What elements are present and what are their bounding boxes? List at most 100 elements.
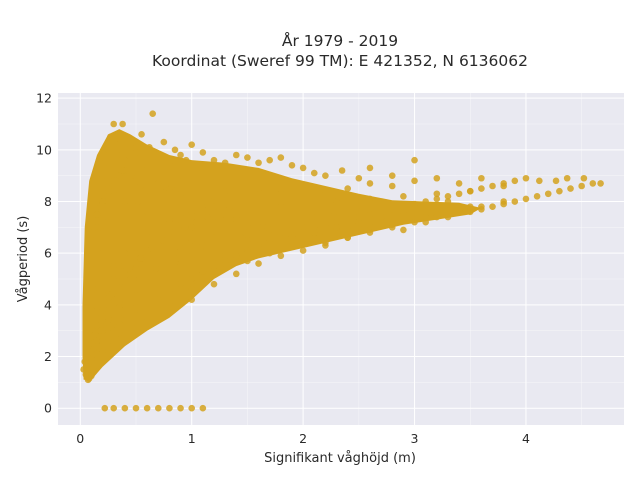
scatter-point [199, 198, 207, 205]
scatter-point [411, 200, 418, 208]
scatter-point [166, 298, 173, 306]
scatter-point [466, 203, 474, 210]
scatter-point [366, 195, 374, 203]
scatter-point [322, 229, 329, 236]
scatter-point [277, 190, 285, 198]
scatter-point [199, 149, 207, 156]
scatter-point [110, 120, 118, 128]
scatter-point [126, 265, 133, 272]
scatter-point [177, 211, 184, 218]
scatter-point [88, 236, 95, 244]
scatter-point [110, 404, 118, 412]
scatter-point [210, 218, 218, 226]
data-points [80, 110, 604, 412]
scatter-point [121, 249, 129, 257]
scatter-point [90, 286, 97, 293]
scatter-point [188, 275, 196, 283]
scatter-point [388, 224, 396, 231]
scatter-point [143, 229, 151, 236]
scatter-point [121, 283, 129, 291]
scatter-point [244, 249, 251, 257]
scatter-point [422, 203, 429, 210]
scatter-point [101, 159, 109, 167]
scatter-point [221, 187, 229, 195]
chart-subtitle: Koordinat (Sweref 99 TM): E 421352, N 61… [152, 52, 528, 70]
scatter-point [121, 301, 129, 309]
scatter-point [138, 131, 145, 138]
scatter-point [444, 193, 452, 200]
scatter-point [99, 172, 106, 179]
scatter-point [244, 221, 251, 229]
scatter-point [99, 198, 106, 205]
scatter-point [400, 193, 407, 200]
scatter-point [210, 156, 218, 164]
scatter-point [522, 174, 530, 182]
scatter-point [444, 208, 452, 216]
scatter-point [366, 164, 374, 172]
scatter-point [197, 244, 204, 252]
scatter-point [132, 260, 140, 267]
scatter-point [411, 156, 418, 164]
y-tick-label: 12 [36, 91, 52, 106]
scatter-point [544, 190, 552, 198]
scatter-point [244, 177, 251, 185]
scatter-point [110, 327, 118, 334]
scatter-point [288, 226, 296, 234]
scatter-point [422, 218, 429, 226]
scatter-point [400, 226, 407, 234]
scatter-point [166, 288, 173, 296]
y-tick-label: 10 [36, 142, 52, 157]
scatter-point [422, 213, 429, 221]
scatter-point [132, 149, 140, 156]
x-tick-labels: 0 1 2 3 4 [76, 431, 530, 446]
scatter-point [94, 244, 102, 252]
scatter-point [310, 224, 318, 231]
scatter-point [433, 195, 441, 203]
scatter-point [433, 190, 441, 198]
scatter-point [132, 404, 140, 412]
scatter-point [333, 198, 340, 205]
scatter-point [157, 187, 164, 195]
scatter-point [146, 193, 153, 200]
scatter-point [288, 234, 296, 241]
scatter-point [489, 182, 496, 190]
scatter-point [177, 280, 184, 288]
scatter-point [344, 234, 351, 241]
scatter-point [117, 136, 124, 143]
scatter-point [154, 260, 162, 267]
scatter-point [90, 332, 97, 340]
scatter-point [101, 203, 109, 210]
scatter-point [310, 169, 318, 177]
scatter-point [143, 162, 151, 169]
scatter-point [127, 141, 134, 148]
scatter-point [333, 218, 340, 226]
scatter-point [93, 342, 101, 350]
scatter-point [188, 195, 196, 203]
scatter-point [88, 358, 95, 366]
scatter-point [299, 224, 307, 231]
scatter-point [388, 172, 396, 179]
scatter-point [148, 244, 155, 252]
scatter-point [266, 242, 273, 249]
scatter-point [433, 213, 441, 221]
scatter-point [366, 218, 374, 226]
scatter-point [255, 242, 262, 249]
scatter-point [93, 322, 101, 329]
scatter-point [203, 213, 211, 221]
scatter-point [121, 404, 129, 412]
scatter-point [589, 180, 597, 187]
scatter-point [215, 208, 222, 216]
scatter-point [255, 224, 262, 231]
scatter-point [154, 213, 162, 221]
scatter-point [132, 286, 140, 293]
scatter-point [400, 208, 407, 216]
scatter-point [478, 174, 485, 182]
scatter-point [115, 172, 123, 179]
scatter-point [88, 306, 95, 314]
x-tick-label: 0 [76, 431, 84, 446]
scatter-point [322, 172, 329, 179]
scatter-point [143, 208, 151, 216]
scatter-point [182, 156, 190, 164]
scatter-point [134, 198, 142, 205]
scatter-point [232, 151, 240, 159]
